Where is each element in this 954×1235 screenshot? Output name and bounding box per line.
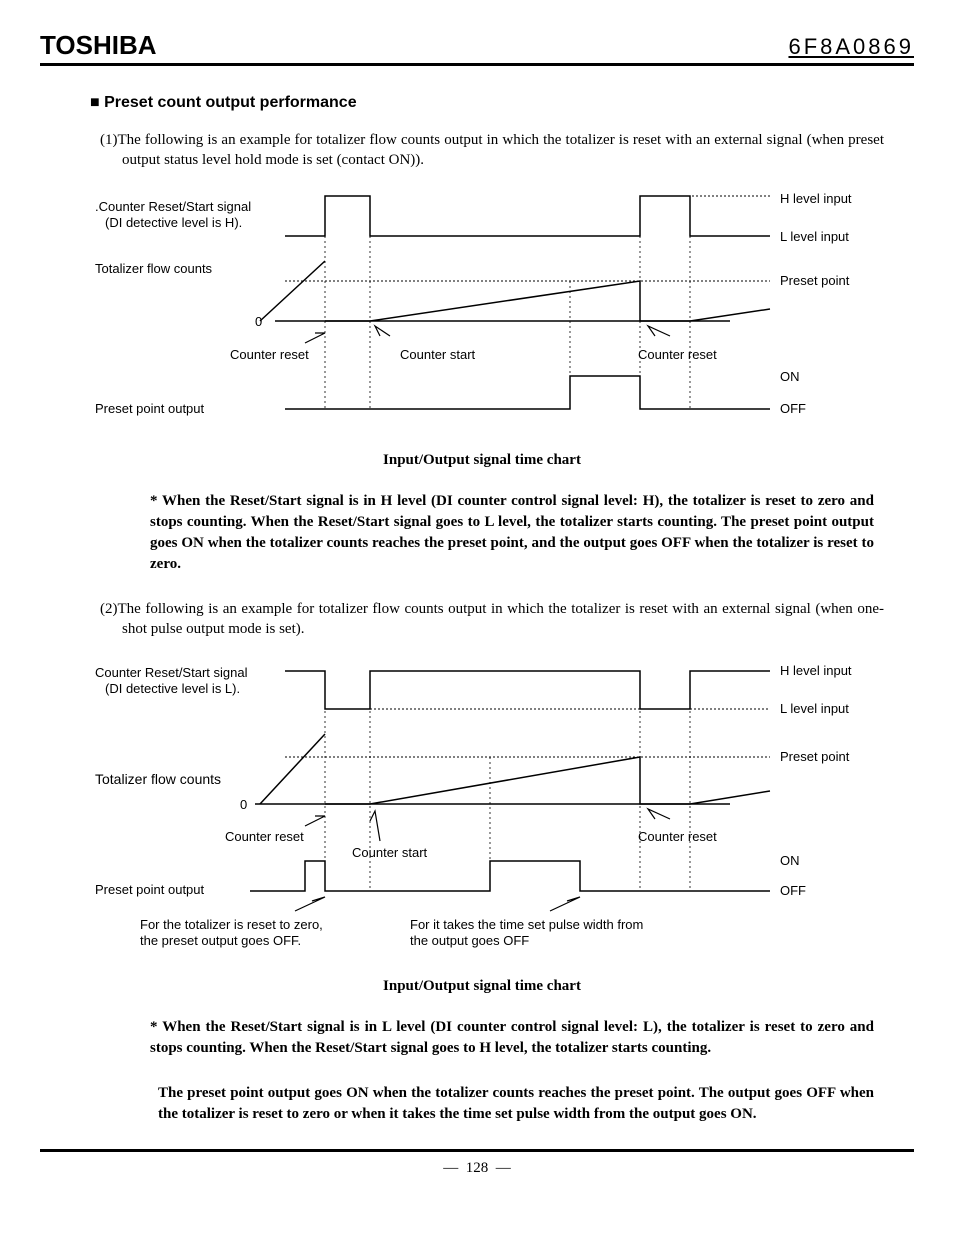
chart2-ramp bbox=[325, 757, 770, 804]
chart1-signal1-label1: .Counter Reset/Start signal bbox=[95, 199, 251, 214]
chart1-on: ON bbox=[780, 369, 800, 384]
chart2-ramp-pre bbox=[260, 734, 325, 804]
chart2-foot1a: For the totalizer is reset to zero, bbox=[140, 917, 323, 932]
timing-chart-1: .Counter Reset/Start signal (DI detectiv… bbox=[80, 181, 884, 469]
chart2-off: OFF bbox=[780, 883, 806, 898]
chart1-arrow3 bbox=[648, 326, 670, 336]
brand-logo: TOSHIBA bbox=[40, 30, 157, 61]
chart2-arrow2 bbox=[370, 811, 380, 841]
chart1-preset-label: Preset point bbox=[780, 273, 850, 288]
note-2a: * When the Reset/Start signal is in L le… bbox=[150, 1017, 874, 1059]
chart2-zero: 0 bbox=[240, 797, 247, 812]
chart2-signal1-label1: Counter Reset/Start signal bbox=[95, 665, 248, 680]
chart2-l-label: L level input bbox=[780, 701, 849, 716]
chart1-h-label: H level input bbox=[780, 191, 852, 206]
chart1-caption: Input/Output signal time chart bbox=[80, 452, 884, 469]
chart1-cstart: Counter start bbox=[400, 347, 476, 362]
chart2-preset-label: Preset point bbox=[780, 749, 850, 764]
chart1-wave3 bbox=[285, 376, 770, 409]
page-number: — 128 — bbox=[40, 1160, 914, 1177]
chart2-arrow3 bbox=[648, 809, 670, 819]
page-number-value: 128 bbox=[466, 1160, 489, 1176]
chart1-creset2: Counter reset bbox=[638, 347, 717, 362]
chart2-signal1-label2: (DI detective level is L). bbox=[105, 681, 240, 696]
paragraph-1: (1)The following is an example for total… bbox=[100, 130, 884, 171]
chart2-foot2a: For it takes the time set pulse width fr… bbox=[410, 917, 643, 932]
document-code: 6F8A0869 bbox=[788, 34, 914, 60]
chart2-foot1b: the preset output goes OFF. bbox=[140, 933, 301, 948]
chart2-caption: Input/Output signal time chart bbox=[80, 978, 884, 995]
page-header: TOSHIBA 6F8A0869 bbox=[40, 30, 914, 66]
chart1-ramp-pre bbox=[260, 261, 325, 321]
note-2b: The preset point output goes ON when the… bbox=[158, 1083, 874, 1125]
timing-diagram-1-svg: .Counter Reset/Start signal (DI detectiv… bbox=[80, 181, 910, 441]
chart2-signal2-label: Totalizer flow counts bbox=[95, 771, 221, 787]
paragraph-2: (2)The following is an example for total… bbox=[100, 599, 884, 640]
chart2-signal3-label: Preset point output bbox=[95, 882, 205, 897]
timing-diagram-2-svg: Counter Reset/Start signal (DI detective… bbox=[80, 649, 910, 967]
chart1-off: OFF bbox=[780, 401, 806, 416]
chart2-cstart: Counter start bbox=[352, 845, 428, 860]
footer-rule bbox=[40, 1149, 914, 1152]
chart2-on: ON bbox=[780, 853, 800, 868]
chart2-creset1: Counter reset bbox=[225, 829, 304, 844]
chart1-ramp bbox=[325, 281, 770, 321]
timing-chart-2: Counter Reset/Start signal (DI detective… bbox=[80, 649, 884, 995]
chart2-wave3 bbox=[250, 861, 770, 891]
chart1-signal2-label: Totalizer flow counts bbox=[95, 261, 213, 276]
chart1-zero: 0 bbox=[255, 314, 262, 329]
chart2-h-label: H level input bbox=[780, 663, 852, 678]
chart1-l-label: L level input bbox=[780, 229, 849, 244]
chart1-signal3-label: Preset point output bbox=[95, 401, 205, 416]
chart1-signal1-label2: (DI detective level is H). bbox=[105, 215, 242, 230]
chart1-wave1 bbox=[285, 196, 770, 236]
chart2-wave1 bbox=[285, 671, 770, 709]
chart2-arrow1 bbox=[305, 816, 325, 826]
chart1-arrow1 bbox=[305, 333, 325, 343]
note-1: * When the Reset/Start signal is in H le… bbox=[150, 491, 874, 575]
chart2-foot-arrow1 bbox=[295, 897, 325, 911]
section-title: Preset count output performance bbox=[90, 94, 914, 112]
chart2-foot2b: the output goes OFF bbox=[410, 933, 529, 948]
chart1-arrow2 bbox=[375, 326, 390, 336]
chart2-creset2: Counter reset bbox=[638, 829, 717, 844]
chart2-foot-arrow2 bbox=[550, 897, 580, 911]
chart1-creset1: Counter reset bbox=[230, 347, 309, 362]
